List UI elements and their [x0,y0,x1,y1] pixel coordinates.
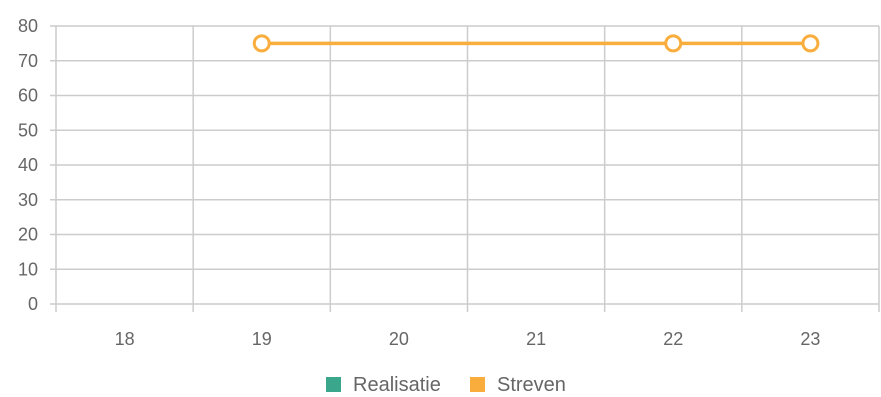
data-point-streven [252,34,271,53]
x-tick-label: 21 [526,329,546,349]
x-tick-label: 18 [115,329,135,349]
legend-swatch-streven [470,377,485,392]
data-point-streven [664,34,683,53]
y-tick-label: 20 [18,225,38,245]
y-tick-label: 80 [18,16,38,36]
y-tick-label: 0 [28,294,38,314]
x-tick-label: 20 [389,329,409,349]
y-tick-label: 40 [18,155,38,175]
x-tick-label: 19 [252,329,272,349]
legend-label-realisatie: Realisatie [353,374,441,396]
legend-label-streven: Streven [497,374,566,396]
legend-swatch-realisatie [326,377,341,392]
y-tick-label: 50 [18,120,38,140]
y-tick-label: 60 [18,86,38,106]
data-point-streven [801,34,820,53]
x-tick-label: 23 [800,329,820,349]
y-tick-label: 30 [18,190,38,210]
y-tick-label: 70 [18,51,38,71]
x-tick-label: 22 [663,329,683,349]
y-tick-label: 10 [18,259,38,279]
